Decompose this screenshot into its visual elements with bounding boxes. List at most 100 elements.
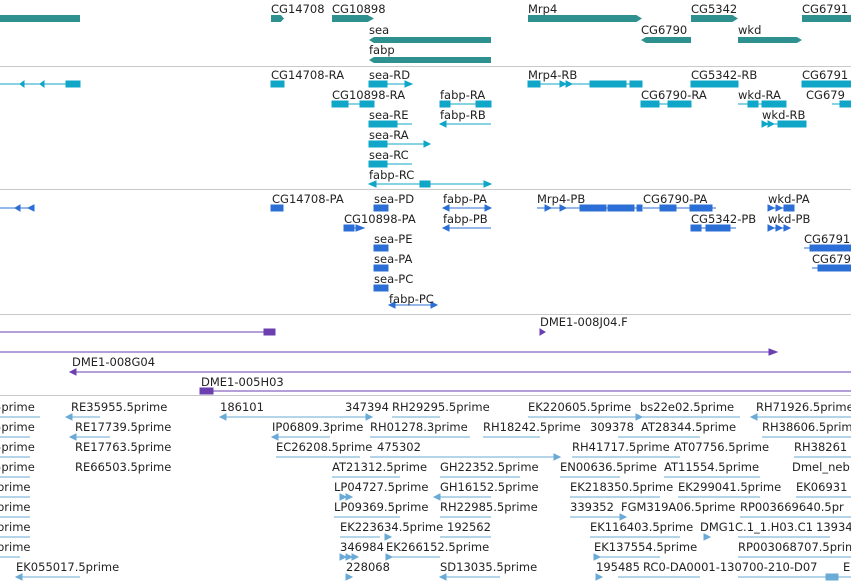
gene-feature[interactable] <box>0 15 80 22</box>
transcript-label[interactable]: fabp-RA <box>440 88 486 102</box>
est-label[interactable]: 228068 <box>346 560 390 574</box>
est-label[interactable]: E <box>843 560 851 574</box>
est-label[interactable]: 192562 <box>447 520 491 534</box>
est-label[interactable]: RH01278.3prime <box>370 420 468 434</box>
est-label[interactable]: LP09369.5prime <box>334 500 429 514</box>
est-label[interactable]: 5prime <box>0 460 35 474</box>
est-label[interactable]: 309378 <box>590 420 634 434</box>
est-label[interactable]: EK137554.5prime <box>594 540 698 554</box>
est-label[interactable]: 5prime <box>0 400 35 414</box>
est-label[interactable]: bs22e02.5prime <box>640 400 735 414</box>
transcript-label[interactable]: wkd-RA <box>738 88 781 102</box>
est-label[interactable]: GH22352.5prime <box>440 460 539 474</box>
est-label[interactable]: RE35955.5prime <box>71 400 168 414</box>
est-label[interactable]: 346984 <box>340 540 384 554</box>
gene-feature[interactable] <box>271 15 284 22</box>
transcript-label[interactable]: fabp-RB <box>440 108 486 122</box>
gene-feature[interactable] <box>691 15 738 22</box>
est-label[interactable]: EK055017.5prime <box>16 560 120 574</box>
transcript-label[interactable]: wkd-RB <box>762 108 806 122</box>
est-label[interactable]: RH38261 <box>794 440 848 454</box>
transcript-label[interactable]: CG6790-PA <box>643 192 708 206</box>
gene-label[interactable]: fabp <box>369 43 395 57</box>
est-label[interactable]: Dmel_neb <box>792 460 850 474</box>
est-label[interactable]: SD13035.5prime <box>440 560 538 574</box>
clone-label[interactable]: DME1-008J04.F <box>540 315 628 329</box>
est-label[interactable]: 195485 <box>596 560 640 574</box>
gene-feature[interactable] <box>528 15 642 22</box>
est-label[interactable]: RC0-DA0001-130700-210-D07 <box>643 560 818 574</box>
transcript-label[interactable]: sea-PD <box>374 192 415 206</box>
est-label[interactable]: AT11554.5prime <box>664 460 760 474</box>
est-label[interactable]: RH41717.5prime <box>572 440 670 454</box>
est-label[interactable]: IP06809.3prime <box>272 420 364 434</box>
clone-label[interactable]: DME1-005H03 <box>201 375 284 389</box>
est-label[interactable]: RE17739.5prime <box>75 420 172 434</box>
est-label[interactable]: RE66503.5prime <box>75 460 172 474</box>
est-label[interactable]: prime <box>0 540 31 554</box>
est-label[interactable]: 186101 <box>220 400 264 414</box>
gene-label[interactable]: sea <box>369 23 390 37</box>
est-label[interactable]: EK266152.5prime <box>386 540 490 554</box>
est-label[interactable]: EN00636.5prime <box>560 460 657 474</box>
gene-label[interactable]: CG6790 <box>641 23 688 37</box>
transcript-label[interactable]: sea-PE <box>374 232 413 246</box>
est-label[interactable]: AT07756.5prime <box>674 440 770 454</box>
clone-label[interactable]: DME1-008G04 <box>72 355 156 369</box>
transcript-label[interactable]: fabp-PC <box>389 292 434 306</box>
est-label[interactable]: LP04727.5prime <box>334 480 429 494</box>
gene-label[interactable]: CG10898 <box>332 2 386 16</box>
gene-label[interactable]: Mrp4 <box>528 2 558 16</box>
gene-feature[interactable] <box>369 57 491 63</box>
transcript-label[interactable]: CG10898-RA <box>332 88 406 102</box>
transcript-label[interactable]: CG5342-PB <box>691 212 757 226</box>
est-label[interactable]: AT28344.5prime <box>641 420 737 434</box>
est-label[interactable]: 5prime <box>0 440 35 454</box>
transcript-label[interactable]: sea-RD <box>369 68 411 82</box>
transcript-label[interactable]: CG14708-PA <box>272 192 344 206</box>
est-label[interactable]: RE17763.5prime <box>75 440 172 454</box>
transcript-label[interactable]: CG679 <box>806 88 845 102</box>
transcript-label[interactable]: CG10898-PA <box>344 212 416 226</box>
transcript-label[interactable]: fabp-PA <box>443 192 487 206</box>
est-label[interactable]: RH29295.5prime <box>392 400 490 414</box>
est-label[interactable]: 339352 <box>570 500 614 514</box>
transcript-label[interactable]: sea-RE <box>369 108 409 122</box>
transcript-label[interactable]: CG5342-RB <box>691 68 758 82</box>
est-label[interactable]: EK06931 <box>796 480 848 494</box>
est-label[interactable]: RP003669640.5pr <box>740 500 844 514</box>
transcript-label[interactable]: wkd-PA <box>768 192 810 206</box>
transcript-label[interactable]: sea-RA <box>369 128 409 142</box>
est-label[interactable]: RH22985.5prime <box>440 500 538 514</box>
gene-label[interactable]: wkd <box>738 23 762 37</box>
transcript-label[interactable]: wkd-PB <box>768 212 811 226</box>
est-label[interactable]: 5prime <box>0 420 35 434</box>
transcript-label[interactable]: sea-PA <box>374 252 413 266</box>
est-label[interactable]: DMG1C.1_1.H03.C1 <box>700 520 814 534</box>
est-label[interactable]: prime <box>0 500 31 514</box>
est-label[interactable]: 13934 <box>816 520 851 534</box>
est-label[interactable]: RH18242.5prime <box>483 420 581 434</box>
transcript-label[interactable]: CG6791 <box>804 232 851 246</box>
est-label[interactable]: prime <box>0 480 31 494</box>
transcript-label[interactable]: CG6791 <box>802 68 849 82</box>
gene-feature[interactable] <box>332 15 374 22</box>
est-label[interactable]: EC26208.5prime <box>276 440 373 454</box>
est-label[interactable]: RP003068707.5prime <box>738 540 851 554</box>
transcript-label[interactable]: Mrp4-RB <box>528 68 578 82</box>
est-label[interactable]: EK116403.5prime <box>590 520 694 534</box>
est-label[interactable]: FGM319A06.5prime <box>621 500 736 514</box>
transcript-label[interactable]: Mrp4-PB <box>537 192 586 206</box>
gene-feature[interactable] <box>738 37 802 43</box>
est-label[interactable]: 475302 <box>377 440 421 454</box>
gene-label[interactable]: CG6791 <box>802 2 849 16</box>
transcript-label[interactable]: sea-RC <box>369 148 409 162</box>
transcript-label[interactable]: fabp-PB <box>443 212 488 226</box>
gene-label[interactable]: CG5342 <box>691 2 738 16</box>
est-label[interactable]: EK223634.5prime <box>340 520 444 534</box>
est-label[interactable]: EK220605.5prime <box>528 400 632 414</box>
est-label[interactable]: EK299041.5prime <box>678 480 782 494</box>
est-label[interactable]: RH38606.5prim <box>762 420 851 434</box>
gene-feature[interactable] <box>802 15 851 22</box>
transcript-label[interactable]: CG6790-RA <box>641 88 707 102</box>
